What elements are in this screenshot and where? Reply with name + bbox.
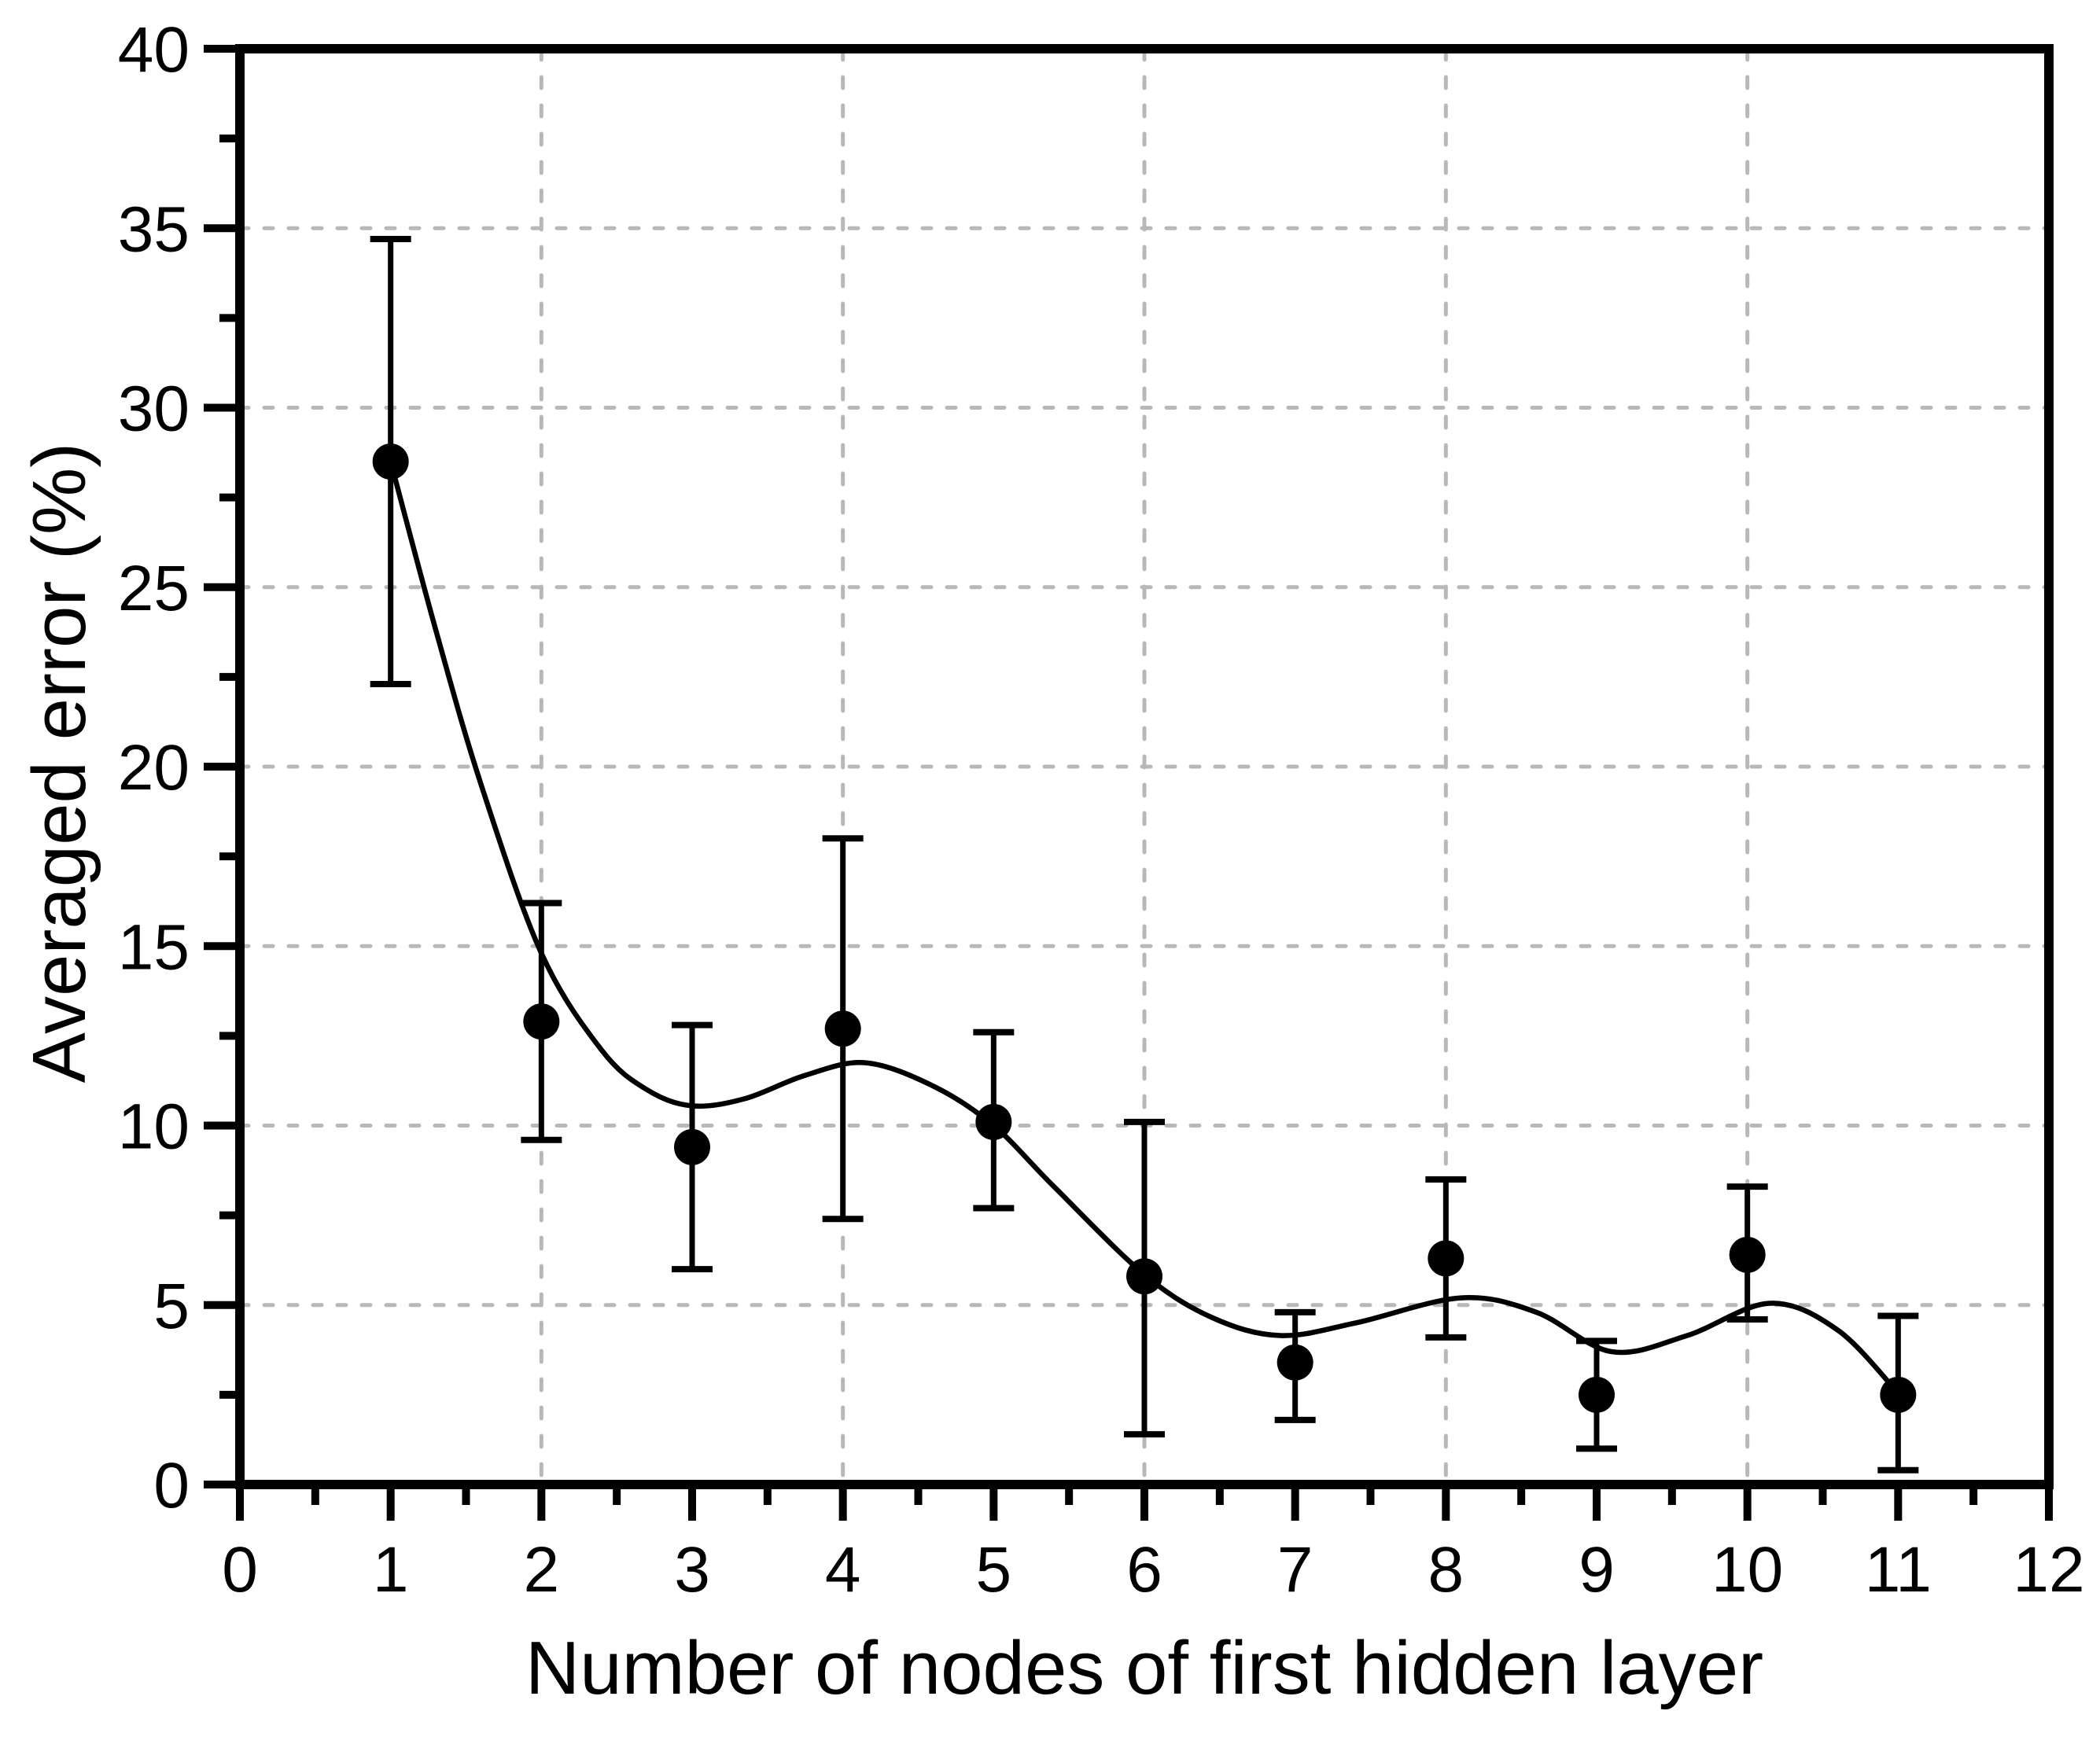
y-tick-label: 0	[153, 1450, 190, 1521]
data-point	[674, 1128, 710, 1165]
y-tick-label: 10	[118, 1091, 190, 1163]
data-point	[1579, 1376, 1615, 1413]
x-tick-label: 0	[222, 1534, 258, 1606]
x-tick-label: 12	[2013, 1534, 2084, 1606]
data-point	[1126, 1258, 1162, 1295]
x-tick-label: 3	[674, 1534, 710, 1606]
x-tick-label: 1	[373, 1534, 409, 1606]
x-tick-label: 2	[524, 1534, 560, 1606]
data-point	[372, 443, 409, 480]
x-tick-label: 10	[1711, 1534, 1783, 1606]
data-point	[1880, 1376, 1917, 1413]
y-axis-title: Averaged error (%)	[17, 442, 101, 1084]
y-tick-label: 5	[153, 1271, 190, 1342]
y-tick-label: 30	[118, 373, 190, 445]
y-tick-label: 20	[118, 732, 190, 804]
x-tick-label: 11	[1865, 1534, 1932, 1606]
x-axis-title: Number of nodes of first hidden layer	[525, 1626, 1764, 1710]
data-point	[523, 1003, 560, 1040]
x-tick-label: 8	[1428, 1534, 1464, 1606]
y-tick-label: 35	[118, 193, 190, 265]
data-points	[372, 443, 1917, 1413]
y-tick-label: 25	[118, 553, 190, 624]
fitted-curve	[388, 458, 1901, 1396]
x-tick-label: 7	[1277, 1534, 1313, 1606]
y-tick-label: 40	[118, 14, 190, 86]
x-tick-label: 9	[1579, 1534, 1615, 1606]
x-tick-label: 5	[976, 1534, 1012, 1606]
plot-border	[235, 44, 2054, 1489]
data-point	[1729, 1236, 1766, 1273]
data-point	[975, 1103, 1012, 1140]
x-tick-label: 6	[1126, 1534, 1162, 1606]
data-point	[824, 1010, 861, 1047]
x-tick-label: 4	[825, 1534, 861, 1606]
data-point	[1277, 1344, 1313, 1381]
y-tick-label: 15	[118, 911, 190, 983]
data-point	[1428, 1240, 1464, 1277]
